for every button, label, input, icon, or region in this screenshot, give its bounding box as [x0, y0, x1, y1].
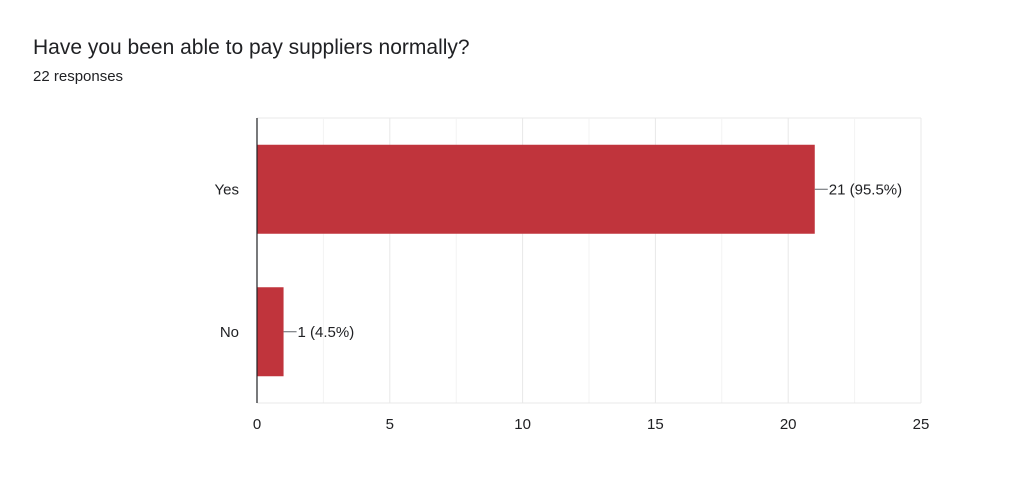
response-count: 22 responses	[33, 68, 124, 85]
x-tick-label-5: 5	[386, 416, 394, 433]
category-label-no: No	[220, 324, 239, 341]
bar-yes	[257, 144, 815, 234]
data-label-no: 1 (4.5%)	[298, 324, 355, 341]
bar-no	[257, 287, 284, 377]
x-tick-label-25: 25	[913, 416, 930, 433]
x-tick-label-20: 20	[780, 416, 797, 433]
labels: Yes 21 (95.5%) No 1 (4.5%) 0 5 10 15 20 25	[215, 181, 930, 433]
category-label-yes: Yes	[215, 181, 239, 198]
question-title: Have you been able to pay suppliers norm…	[33, 36, 470, 59]
x-tick-label-0: 0	[253, 416, 261, 433]
x-tick-label-10: 10	[514, 416, 531, 433]
data-label-yes: 21 (95.5%)	[829, 181, 902, 198]
bars	[257, 144, 815, 377]
x-tick-label-15: 15	[647, 416, 664, 433]
